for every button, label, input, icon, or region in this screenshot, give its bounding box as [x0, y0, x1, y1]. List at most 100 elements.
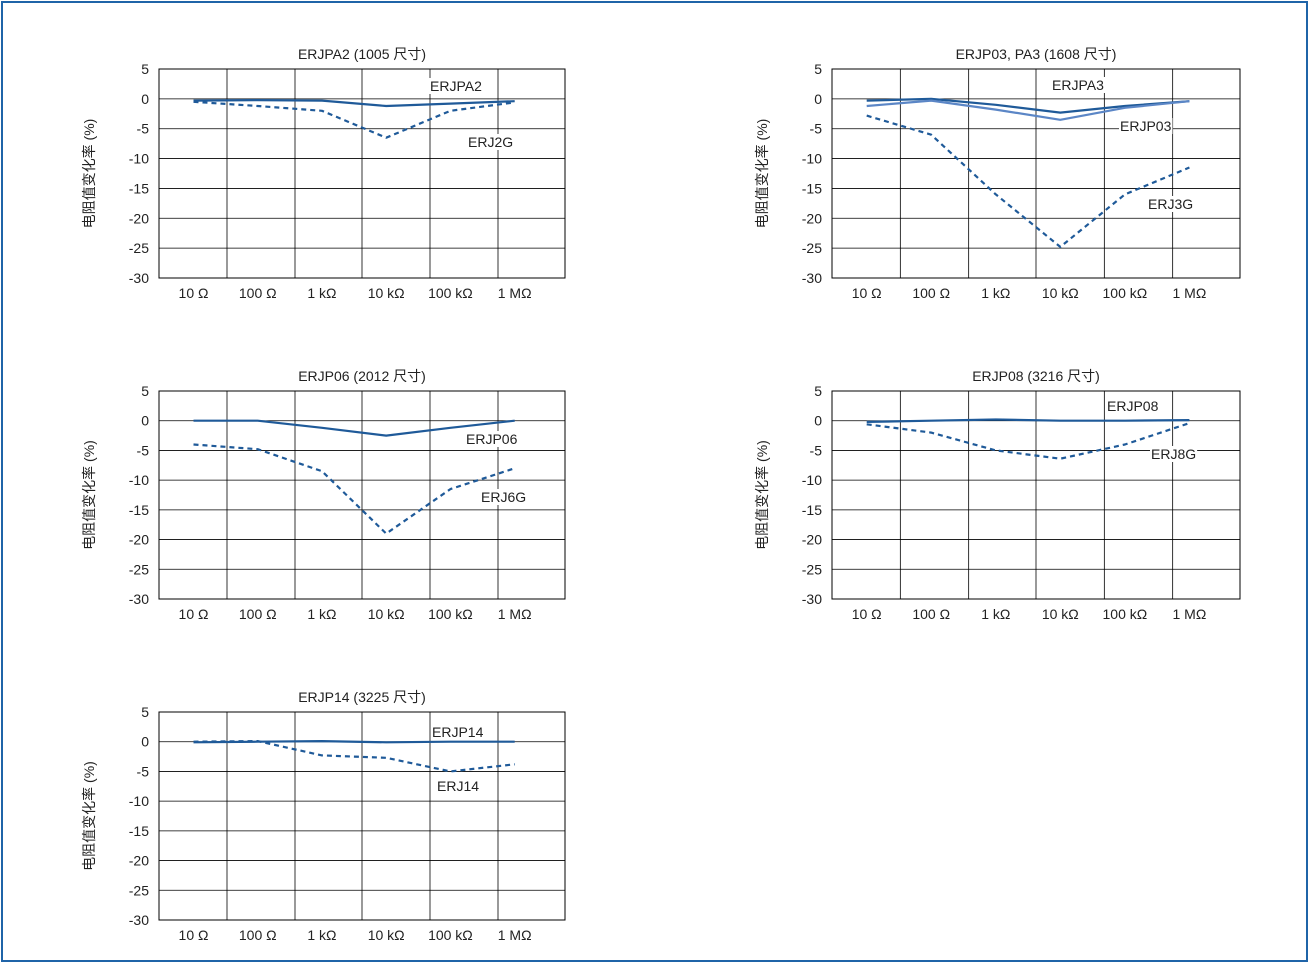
y-tick-label: -10 — [802, 151, 822, 167]
series-label-bg — [467, 134, 515, 150]
y-tick-label: 5 — [814, 383, 822, 399]
y-tick-label: 5 — [141, 383, 149, 399]
y-axis-label: 电阻值变化率 (%) — [81, 761, 97, 871]
y-tick-label: -20 — [802, 532, 822, 548]
series-label-bg — [465, 431, 519, 447]
y-tick-label: -15 — [129, 180, 149, 196]
chart-panel-4: 5 0 -5 -10 -15 -20 -25 -30 10 Ω 100 Ω 1 kΩ 10 kΩ 100… — [754, 368, 1241, 622]
series-label-bg — [1106, 398, 1160, 414]
y-tick-label: -20 — [129, 210, 149, 226]
series-line-erjp06 — [193, 419, 515, 437]
y-tick-label: -20 — [129, 532, 149, 548]
y-tick-label: -25 — [129, 882, 149, 898]
y-tick-label: -5 — [810, 442, 823, 458]
x-tick-label: 1 MΩ — [1173, 285, 1207, 301]
x-tick-label: 100 kΩ — [428, 606, 473, 622]
y-tick-label: -30 — [802, 591, 822, 607]
chart-title: ERJP03, PA3 (1608 尺寸) — [956, 46, 1117, 62]
series-line-erjpa2 — [193, 98, 515, 108]
series-label: ERJ14 — [437, 778, 479, 794]
series-label: ERJP14 — [432, 724, 484, 740]
y-tick-label: 5 — [141, 61, 149, 77]
chart-title: ERJPA2 (1005 尺寸) — [298, 46, 426, 62]
x-tick-label: 100 kΩ — [428, 927, 473, 943]
chart-title: ERJP08 (3216 尺寸) — [972, 368, 1100, 384]
series-label-bg — [1147, 196, 1195, 212]
y-tick-label: -10 — [129, 472, 149, 488]
x-tick-label: 10 kΩ — [368, 927, 405, 943]
y-axis-label: 电阻值变化率 (%) — [754, 440, 770, 550]
x-tick-label: 1 kΩ — [307, 606, 336, 622]
x-tick-label: 100 Ω — [239, 927, 277, 943]
y-tick-label: -20 — [802, 210, 822, 226]
y-tick-label: -15 — [129, 823, 149, 839]
chart-panel-3: 5 0 -5 -10 -15 -20 -25 -30 10 Ω 100 Ω 1 kΩ 10 kΩ 100… — [81, 368, 566, 622]
series-label-bg — [1119, 118, 1173, 134]
series-label: ERJP08 — [1107, 398, 1159, 414]
chart-panel-5: 5 0 -5 -10 -15 -20 -25 -30 10 Ω 100 Ω 1 kΩ 10 kΩ 100… — [81, 689, 566, 943]
y-axis-label: 电阻值变化率 (%) — [81, 440, 97, 550]
x-tick-label: 100 Ω — [239, 285, 277, 301]
y-tick-label: -5 — [137, 121, 150, 137]
series-label-bg — [429, 78, 484, 94]
series-label: ERJP06 — [466, 431, 518, 447]
y-tick-label: -25 — [129, 240, 149, 256]
series-label-bg — [480, 489, 528, 505]
y-tick-label: -10 — [129, 151, 149, 167]
x-tick-label: 100 Ω — [912, 606, 950, 622]
series-label: ERJPA3 — [1052, 77, 1104, 93]
y-tick-label: 0 — [141, 734, 149, 750]
series-label: ERJPA2 — [430, 78, 482, 94]
series-label-bg — [1051, 77, 1106, 93]
series-label: ERJ6G — [481, 489, 526, 505]
x-tick-label: 1 MΩ — [1173, 606, 1207, 622]
y-tick-label: -30 — [129, 270, 149, 286]
y-tick-label: -5 — [810, 121, 823, 137]
series-line-erj2g — [193, 100, 515, 139]
y-tick-label: -10 — [802, 472, 822, 488]
y-axis-label: 电阻值变化率 (%) — [81, 119, 97, 229]
y-tick-label: -5 — [137, 763, 150, 779]
y-tick-label: -30 — [129, 591, 149, 607]
y-tick-label: -20 — [129, 853, 149, 869]
x-tick-label: 100 kΩ — [428, 285, 473, 301]
y-tick-label: -25 — [129, 561, 149, 577]
y-tick-label: 0 — [814, 91, 822, 107]
y-tick-label: -25 — [802, 240, 822, 256]
series-line-erjp03 — [866, 99, 1190, 121]
y-tick-label: -5 — [137, 442, 150, 458]
series-line-erjp08 — [866, 418, 1190, 423]
y-tick-label: 5 — [814, 61, 822, 77]
series-line-erj8g — [866, 422, 1190, 460]
series-label: ERJ8G — [1151, 446, 1196, 462]
chart-panel-2: 5 0 -5 -10 -15 -20 -25 -30 10 Ω 100 Ω 1 kΩ 10 kΩ 100… — [754, 46, 1241, 301]
series-label-bg — [1150, 446, 1198, 462]
y-tick-label: 0 — [141, 91, 149, 107]
y-tick-label: -15 — [129, 502, 149, 518]
x-tick-label: 10 kΩ — [368, 285, 405, 301]
chart-panel-1: 5 0 -5 -10 -15 -20 -25 -30 10 Ω 100 Ω 1 kΩ 10 kΩ 100… — [81, 46, 566, 301]
x-tick-label: 10 Ω — [852, 285, 882, 301]
x-tick-label: 10 kΩ — [368, 606, 405, 622]
x-tick-label: 10 Ω — [179, 285, 209, 301]
y-tick-label: 0 — [814, 413, 822, 429]
x-tick-label: 10 kΩ — [1042, 285, 1079, 301]
x-tick-label: 10 Ω — [852, 606, 882, 622]
y-tick-label: -15 — [802, 502, 822, 518]
y-tick-label: -30 — [802, 270, 822, 286]
chart-title: ERJP14 (3225 尺寸) — [298, 689, 426, 705]
x-tick-label: 10 Ω — [179, 927, 209, 943]
series-label: ERJ2G — [468, 134, 513, 150]
y-tick-label: -25 — [802, 561, 822, 577]
y-tick-label: 0 — [141, 413, 149, 429]
series-label: ERJ3G — [1148, 196, 1193, 212]
x-tick-label: 1 kΩ — [981, 285, 1010, 301]
x-tick-label: 1 kΩ — [307, 285, 336, 301]
x-tick-label: 100 kΩ — [1103, 285, 1148, 301]
y-axis-label: 电阻值变化率 (%) — [754, 119, 770, 229]
x-tick-label: 1 MΩ — [498, 285, 532, 301]
y-tick-label: -30 — [129, 912, 149, 928]
series-line-erjp14 — [193, 739, 515, 744]
x-tick-label: 100 kΩ — [1103, 606, 1148, 622]
